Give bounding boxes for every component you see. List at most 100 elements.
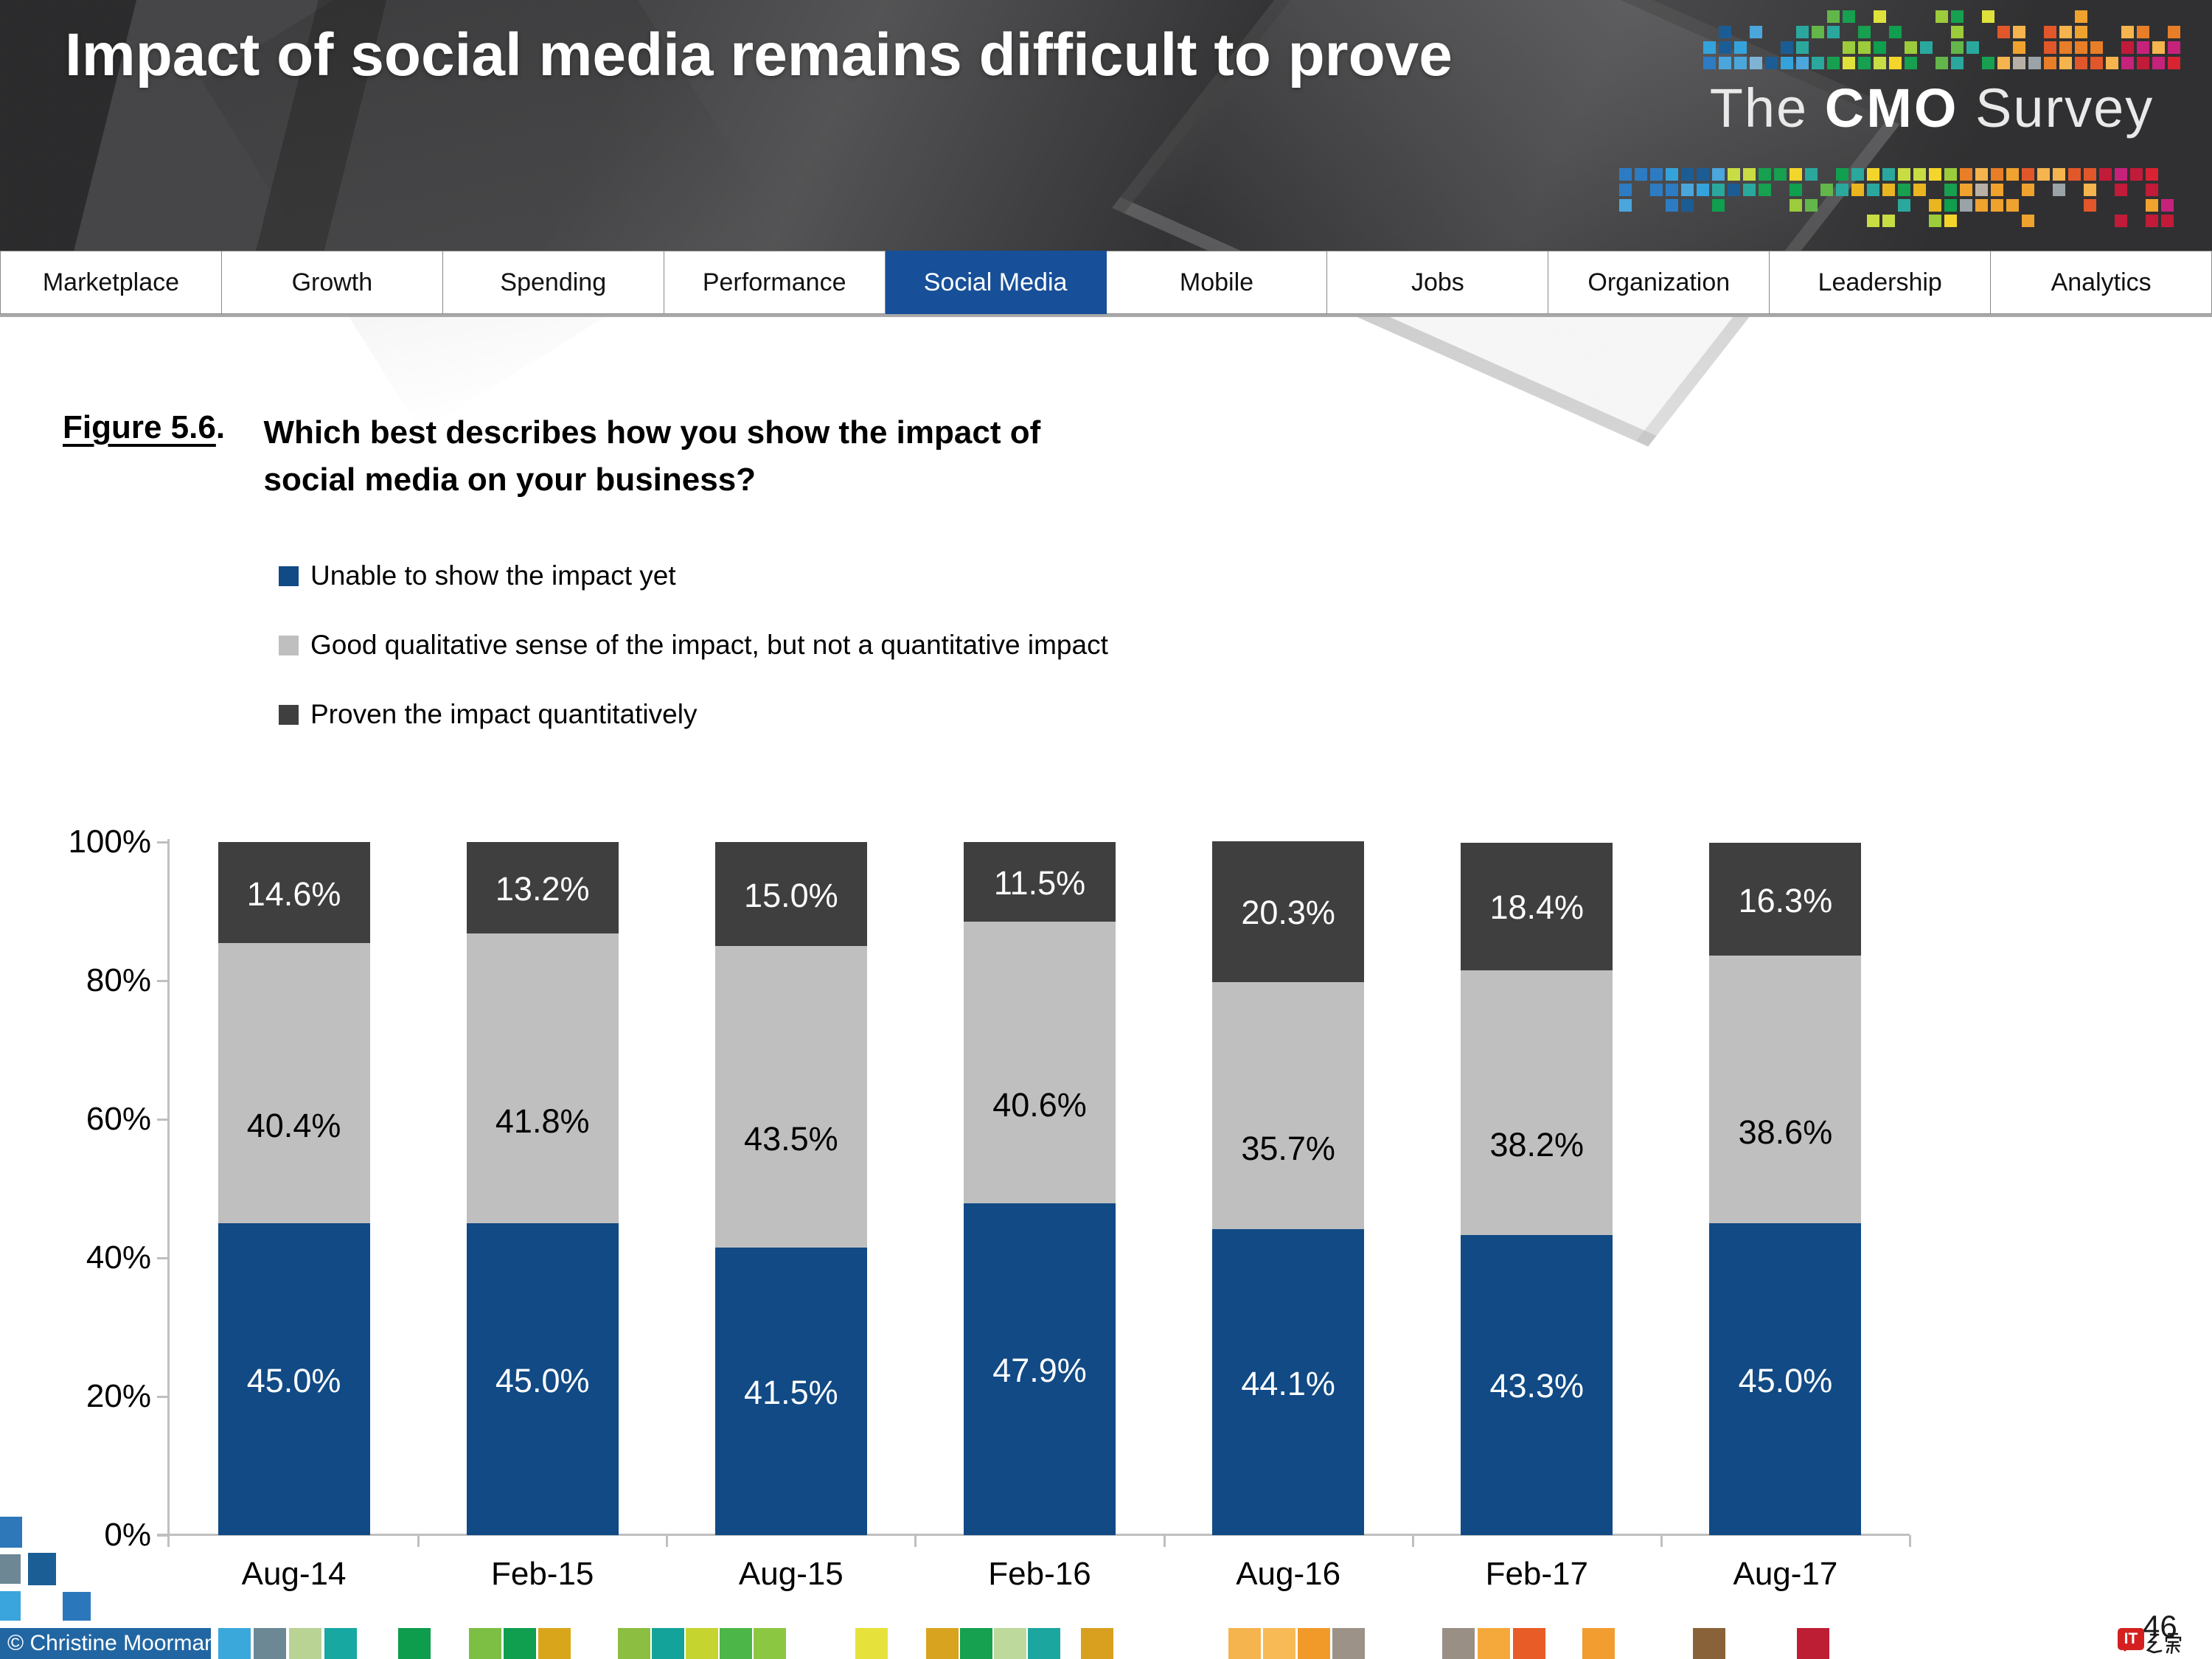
corner-mosaic-square bbox=[28, 1553, 56, 1585]
y-tick-mark bbox=[157, 1396, 167, 1398]
logo-mosaic-pixel bbox=[1619, 184, 1632, 196]
figure-title: Figure 5.6. Which best describes how you… bbox=[63, 409, 1046, 504]
bar-value-label: 40.6% bbox=[992, 1085, 1087, 1124]
y-tick-label: 40% bbox=[86, 1239, 151, 1276]
logo-mosaic-pixel bbox=[1681, 168, 1694, 181]
bar-segment-Feb-17-s2 bbox=[1461, 842, 1613, 970]
x-tick-mark bbox=[1660, 1535, 1663, 1547]
logo-mosaic-pixel bbox=[1874, 57, 1886, 69]
logo-mosaic-pixel bbox=[1944, 184, 1957, 196]
legend-item-0: Unable to show the impact yet bbox=[279, 560, 1108, 591]
bar-segment-Aug-15-s0 bbox=[714, 1247, 867, 1535]
tab-spending[interactable]: Spending bbox=[442, 251, 664, 314]
logo-mosaic-pixel bbox=[1836, 184, 1848, 196]
tab-growth[interactable]: Growth bbox=[221, 251, 443, 314]
logo-mosaic-pixel bbox=[1905, 41, 1917, 54]
logo-mosaic-pixel bbox=[1820, 184, 1833, 196]
x-tick-label: Feb-15 bbox=[490, 1556, 594, 1592]
logo-mosaic-pixel bbox=[2022, 168, 2034, 181]
footer-strip-square bbox=[324, 1628, 357, 1659]
logo-mosaic-pixel bbox=[1765, 57, 1778, 69]
footer-strip-square bbox=[1228, 1628, 1261, 1659]
logo-mosaic-pixel bbox=[1781, 57, 1793, 69]
corner-mosaic-square bbox=[0, 1591, 21, 1621]
corner-mosaic-square bbox=[0, 1554, 21, 1584]
logo-mosaic-pixel bbox=[1944, 168, 1957, 181]
logo-mosaic-pixel bbox=[2121, 26, 2134, 38]
logo-wordmark: The CMO Survey bbox=[1666, 77, 2197, 139]
bar-segment-Feb-16-s1 bbox=[964, 922, 1116, 1203]
bar-segment-Aug-15-s2 bbox=[714, 842, 867, 946]
logo-mosaic-pixel bbox=[1719, 41, 1731, 54]
logo-mosaic-pixel bbox=[1944, 215, 1957, 227]
logo-mosaic-pixel bbox=[2053, 184, 2065, 196]
footer-strip-square bbox=[1478, 1628, 1510, 1659]
footer-strip-square bbox=[1513, 1628, 1545, 1659]
logo-mosaic-pixel bbox=[1905, 57, 1917, 69]
bar-segment-Feb-15-s2 bbox=[466, 842, 619, 934]
logo-mosaic-pixel bbox=[1790, 184, 1802, 196]
x-tick-label: Aug-15 bbox=[738, 1556, 844, 1592]
logo-mosaic-pixel bbox=[2121, 57, 2134, 69]
bar-value-label: 38.2% bbox=[1489, 1126, 1585, 1164]
section-tab-bar: Marketplace Growth Spending Performance Soci… bbox=[0, 251, 2212, 317]
logo-mosaic-pixel bbox=[1843, 10, 1855, 23]
logo-mosaic-pixel bbox=[1851, 168, 1864, 181]
logo-mosaic-pixel bbox=[1827, 10, 1840, 23]
bar-segment-Aug-14-s1 bbox=[218, 943, 370, 1223]
footer-strip-square bbox=[754, 1628, 786, 1659]
logo-mosaic-pixel bbox=[1935, 10, 1948, 23]
bar-segment-Aug-17-s0 bbox=[1709, 1223, 1862, 1535]
tab-leadership[interactable]: Leadership bbox=[1770, 251, 1992, 314]
tab-performance[interactable]: Performance bbox=[664, 251, 886, 314]
bar-value-label: 11.5% bbox=[993, 864, 1086, 902]
tab-mobile[interactable]: Mobile bbox=[1106, 251, 1328, 314]
header-banner: Impact of social media remains difficult… bbox=[0, 0, 2212, 251]
logo-mosaic-pixel bbox=[1796, 41, 1809, 54]
logo-mosaic-pixel bbox=[2044, 26, 2056, 38]
bar-value-label: 13.2% bbox=[495, 870, 590, 908]
logo-mosaic-pixel bbox=[1882, 168, 1895, 181]
tab-analytics[interactable]: Analytics bbox=[1991, 251, 2212, 314]
footer-strip-square bbox=[1298, 1628, 1330, 1659]
logo-mosaic-pixel bbox=[2006, 168, 2019, 181]
logo-mosaic-pixel bbox=[2044, 41, 2056, 54]
footer-strip-square bbox=[1442, 1628, 1475, 1659]
copyright-bar: © Christine Moorman bbox=[0, 1628, 217, 1659]
logo-word-cmo: CMO bbox=[1824, 77, 1959, 139]
logo-mosaic-pixel bbox=[1666, 184, 1678, 196]
x-tick-mark bbox=[1909, 1535, 1911, 1547]
bar-segment-Aug-14-s2 bbox=[218, 842, 370, 944]
logo-mosaic-top-decoration bbox=[1703, 10, 2193, 77]
bar-value-label: 14.6% bbox=[246, 874, 341, 913]
logo-mosaic-pixel bbox=[2146, 199, 2158, 212]
logo-mosaic-pixel bbox=[2013, 41, 2025, 54]
corner-mosaic-square bbox=[0, 1517, 22, 1548]
tab-social-media[interactable]: Social Media bbox=[885, 251, 1107, 314]
logo-mosaic-pixel bbox=[1858, 57, 1871, 69]
logo-mosaic-pixel bbox=[1997, 26, 2010, 38]
bar-value-label: 45.0% bbox=[1738, 1361, 1833, 1399]
logo-mosaic-pixel bbox=[2168, 41, 2180, 54]
tab-organization[interactable]: Organization bbox=[1548, 251, 1770, 314]
logo-mosaic-pixel bbox=[1951, 10, 1964, 23]
tab-jobs[interactable]: Jobs bbox=[1327, 251, 1549, 314]
logo-mosaic-pixel bbox=[2115, 184, 2127, 196]
y-tick-label: 100% bbox=[68, 824, 151, 860]
logo-mosaic-pixel bbox=[1734, 41, 1747, 54]
logo-mosaic-pixel bbox=[1697, 184, 1709, 196]
logo-mosaic-pixel bbox=[2121, 41, 2134, 54]
logo-mosaic-pixel bbox=[2022, 184, 2034, 196]
tab-marketplace[interactable]: Marketplace bbox=[0, 251, 222, 314]
logo-mosaic-pixel bbox=[1712, 184, 1725, 196]
logo-mosaic-pixel bbox=[1951, 57, 1964, 69]
y-tick-label: 0% bbox=[104, 1517, 151, 1553]
y-axis-line bbox=[167, 839, 170, 1547]
footer-strip-square bbox=[994, 1628, 1026, 1659]
logo-mosaic-pixel bbox=[1874, 41, 1886, 54]
logo-mosaic-pixel bbox=[1619, 199, 1632, 212]
logo-mosaic-pixel bbox=[2013, 57, 2025, 69]
logo-mosaic-pixel bbox=[1944, 199, 1957, 212]
logo-mosaic-pixel bbox=[1805, 199, 1818, 212]
logo-mosaic-pixel bbox=[2146, 215, 2158, 227]
